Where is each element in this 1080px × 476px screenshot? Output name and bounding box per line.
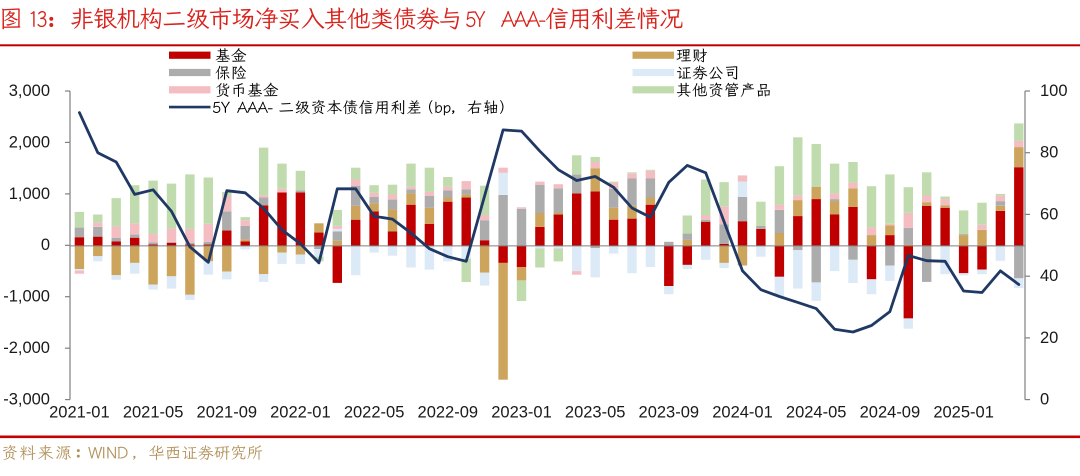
svg-text:2023-05: 2023-05 <box>565 404 626 422</box>
svg-text:2025-01: 2025-01 <box>933 404 994 422</box>
svg-text:0: 0 <box>41 236 50 254</box>
svg-text:3,000: 3,000 <box>9 82 50 100</box>
svg-text:2021-01: 2021-01 <box>49 404 110 422</box>
svg-text:2,000: 2,000 <box>9 133 50 151</box>
svg-text:2022-01: 2022-01 <box>270 404 331 422</box>
svg-text:2021-05: 2021-05 <box>123 404 184 422</box>
svg-text:2022-09: 2022-09 <box>418 404 479 422</box>
svg-text:2023-09: 2023-09 <box>639 404 700 422</box>
svg-text:2022-05: 2022-05 <box>344 404 405 422</box>
svg-text:0: 0 <box>1040 391 1049 409</box>
svg-text:60: 60 <box>1040 205 1058 223</box>
svg-text:-3,000: -3,000 <box>3 391 50 409</box>
svg-text:2024-05: 2024-05 <box>786 404 847 422</box>
svg-text:2021-09: 2021-09 <box>197 404 258 422</box>
svg-text:20: 20 <box>1040 329 1058 347</box>
svg-text:2024-09: 2024-09 <box>860 404 921 422</box>
svg-text:1,000: 1,000 <box>9 185 50 203</box>
svg-text:80: 80 <box>1040 144 1058 162</box>
svg-text:-2,000: -2,000 <box>3 339 50 357</box>
svg-text:40: 40 <box>1040 267 1058 285</box>
svg-text:2023-01: 2023-01 <box>491 404 552 422</box>
svg-text:-1,000: -1,000 <box>3 288 50 306</box>
svg-text:2024-01: 2024-01 <box>712 404 773 422</box>
svg-text:100: 100 <box>1040 82 1068 100</box>
